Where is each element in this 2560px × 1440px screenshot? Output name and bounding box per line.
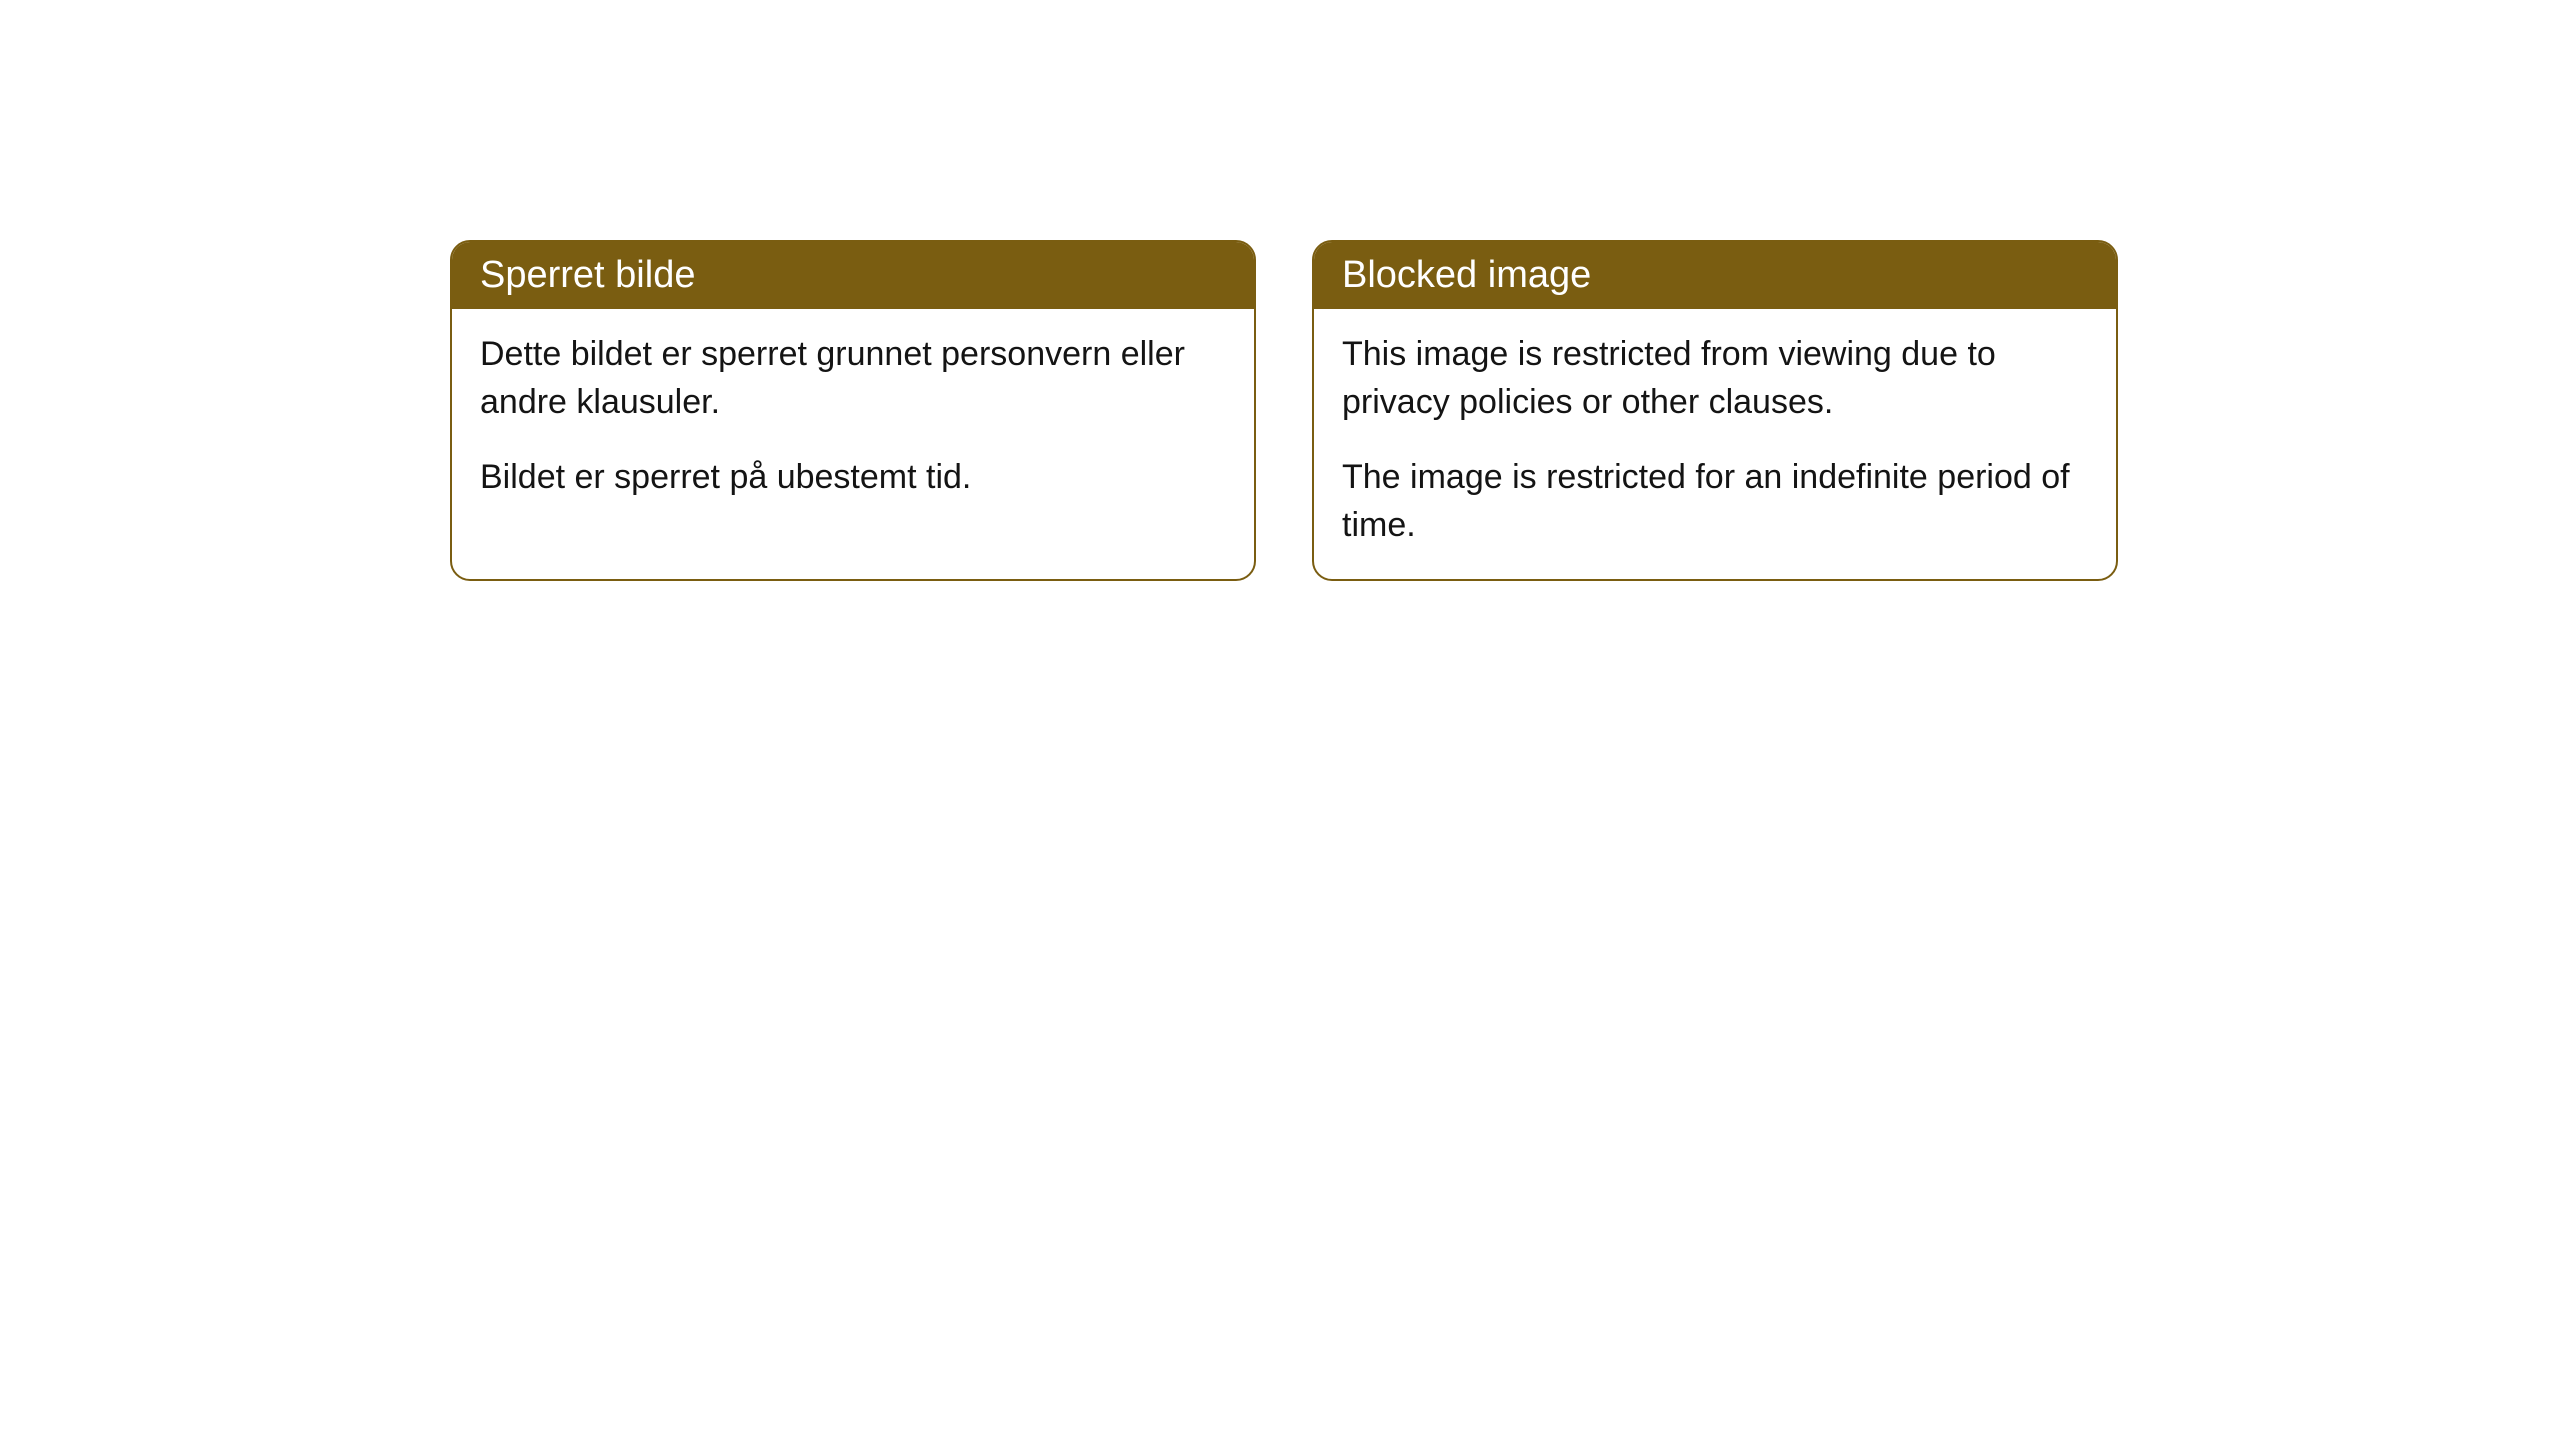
- notice-header-norwegian: Sperret bilde: [452, 242, 1254, 309]
- notice-header-english: Blocked image: [1314, 242, 2116, 309]
- notice-body-norwegian: Dette bildet er sperret grunnet personve…: [452, 309, 1254, 532]
- notice-card-norwegian: Sperret bilde Dette bildet er sperret gr…: [450, 240, 1256, 581]
- notice-paragraph: The image is restricted for an indefinit…: [1342, 454, 2088, 549]
- notice-paragraph: Dette bildet er sperret grunnet personve…: [480, 331, 1226, 426]
- notice-card-english: Blocked image This image is restricted f…: [1312, 240, 2118, 581]
- notice-body-english: This image is restricted from viewing du…: [1314, 309, 2116, 579]
- notice-container: Sperret bilde Dette bildet er sperret gr…: [450, 240, 2118, 581]
- notice-paragraph: This image is restricted from viewing du…: [1342, 331, 2088, 426]
- notice-paragraph: Bildet er sperret på ubestemt tid.: [480, 454, 1226, 502]
